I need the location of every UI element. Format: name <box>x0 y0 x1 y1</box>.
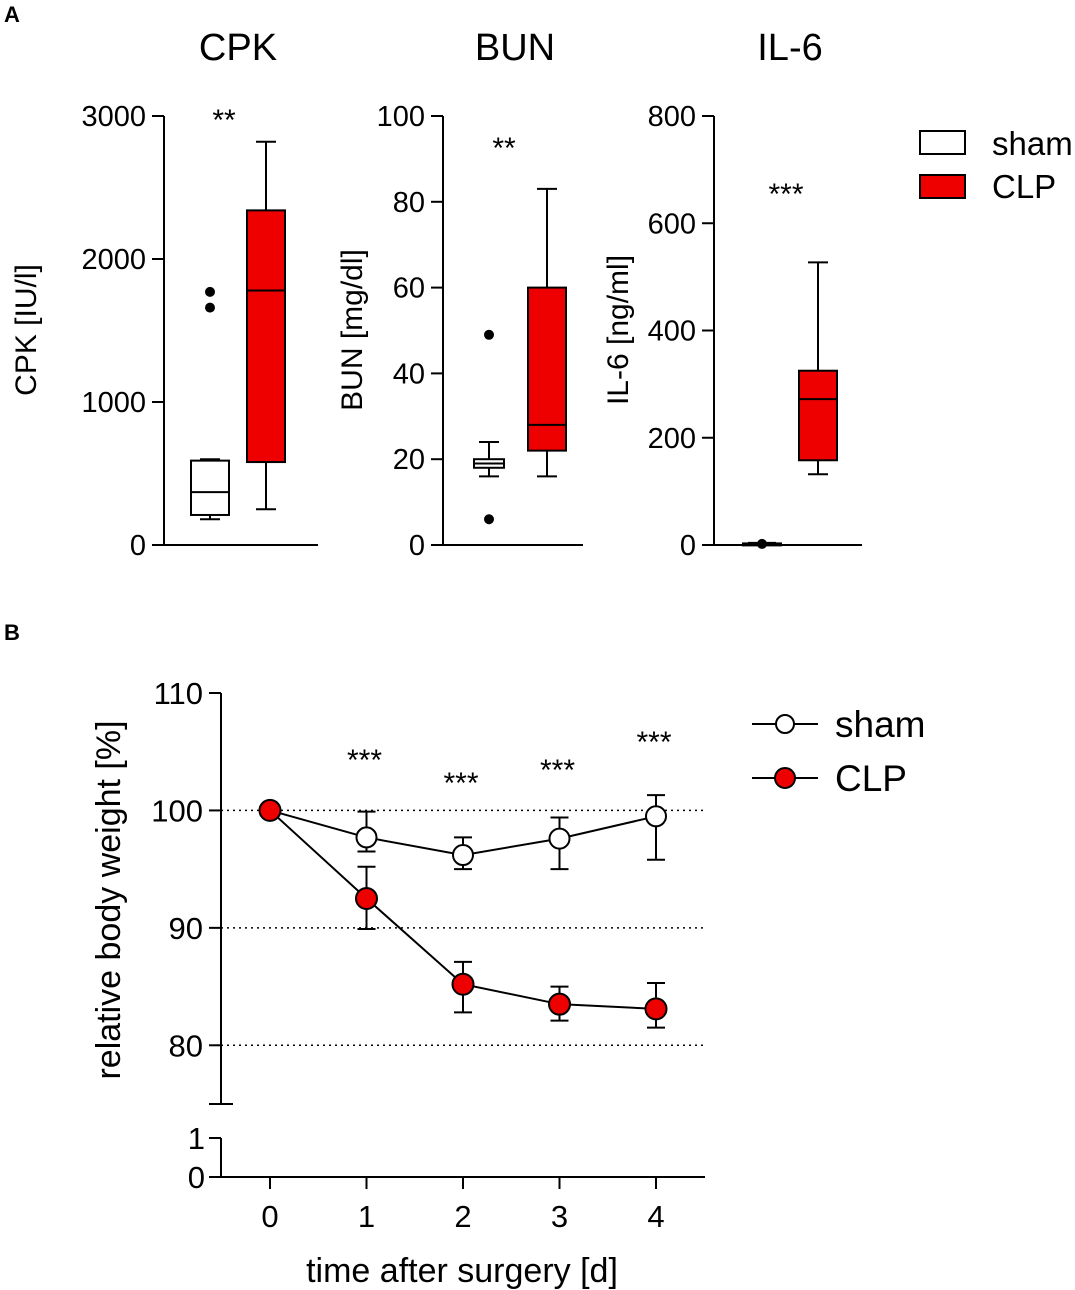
ytick-label-cpk: 0 <box>130 530 146 562</box>
y-axis-label: relative body weight [%] <box>90 720 128 1079</box>
title-bun: BUN <box>475 27 555 69</box>
ylabel-cpk: CPK [IU/l] <box>10 264 43 396</box>
point-clp <box>355 887 378 910</box>
title-cpk: CPK <box>199 27 277 69</box>
panel-b-label: B <box>4 620 20 645</box>
ytick-label: 80 <box>169 1028 203 1063</box>
xtick-label: 2 <box>454 1199 471 1234</box>
ytick-label-bun: 0 <box>409 530 425 562</box>
legend-b: sham CLP <box>752 704 925 799</box>
significance-day-3: *** <box>540 754 575 787</box>
legend-b-clp-marker <box>774 767 796 789</box>
legend-a-clp-swatch <box>919 174 966 199</box>
outlier-il6-sham <box>757 538 767 549</box>
ytick-label: 110 <box>154 676 203 711</box>
ytick-label-il6: 800 <box>648 101 696 133</box>
ytick-label-cpk: 2000 <box>81 244 146 276</box>
point-clp <box>548 992 571 1016</box>
legend-a-sham-swatch <box>919 130 966 155</box>
ytick-label-bun: 60 <box>393 273 425 305</box>
outlier-bun-sham <box>484 514 494 525</box>
x-axis-label: time after surgery [d] <box>306 1252 618 1290</box>
significance-day-2: *** <box>443 767 478 800</box>
ytick-label-cpk: 1000 <box>81 387 146 419</box>
significance-day-4: *** <box>636 726 671 759</box>
ytick-label: 100 <box>151 793 203 828</box>
xtick-label: 0 <box>261 1199 278 1234</box>
outlier-bun-sham <box>484 329 494 340</box>
ylabel-bun: BUN [mg/dl] <box>336 249 369 411</box>
xtick-label: 1 <box>358 1199 375 1234</box>
legend-a-sham-label: sham <box>992 125 1073 162</box>
boxplot-cpk: CPK CPK [IU/l] 0 1000 2000 3000 ** <box>10 27 318 562</box>
ylabel-il6: IL-6 [ng/ml] <box>602 255 635 405</box>
boxplot-bun: BUN BUN [mg/dl] 0 20 40 60 80 100 ** <box>336 27 583 562</box>
ytick-label-il6: 600 <box>648 208 696 240</box>
ytick-label: 90 <box>169 911 203 946</box>
legend-b-clp-label: CLP <box>835 758 907 799</box>
ytick-label-bun: 100 <box>377 101 425 133</box>
ytick-label-cpk: 3000 <box>81 101 146 133</box>
box-cpk-sham <box>190 459 230 516</box>
significance-bun: ** <box>492 132 516 165</box>
outlier-cpk-sham <box>205 302 215 313</box>
ytick-label-il6: 400 <box>648 316 696 348</box>
point-sham <box>452 844 474 867</box>
panel-a-label: A <box>4 2 20 27</box>
legend-a: sham CLP <box>919 125 1073 205</box>
point-sham <box>645 805 667 828</box>
box-bun-clp <box>527 286 567 452</box>
box-il6-clp <box>798 369 838 462</box>
point-clp <box>258 798 282 822</box>
legend-a-clp-label: CLP <box>992 168 1056 205</box>
legend-b-sham-marker <box>775 714 795 734</box>
significance-cpk: ** <box>212 104 236 137</box>
outlier-cpk-sham <box>205 286 215 297</box>
ytick-label-il6: 200 <box>648 423 696 455</box>
xtick-label: 4 <box>647 1199 664 1234</box>
box-cpk-clp <box>246 209 286 464</box>
ytick-label-break: 0 <box>188 1160 205 1195</box>
point-sham <box>355 826 378 849</box>
title-il6: IL-6 <box>757 27 822 69</box>
point-sham <box>548 827 571 850</box>
boxplot-il6: IL-6 IL-6 [ng/ml] 0 200 400 600 800 *** <box>602 27 862 562</box>
ytick-label-break: 1 <box>188 1121 205 1156</box>
ytick-label-il6: 0 <box>680 530 696 562</box>
ytick-label-bun: 20 <box>393 444 425 476</box>
ytick-label-bun: 80 <box>393 187 425 219</box>
significance-day-1: *** <box>347 744 382 777</box>
ytick-label-bun: 40 <box>393 358 425 390</box>
significance-il6: *** <box>768 178 803 211</box>
xtick-label: 3 <box>551 1199 568 1234</box>
legend-b-sham-label: sham <box>835 704 925 745</box>
point-clp <box>644 997 668 1021</box>
point-clp <box>451 972 475 996</box>
